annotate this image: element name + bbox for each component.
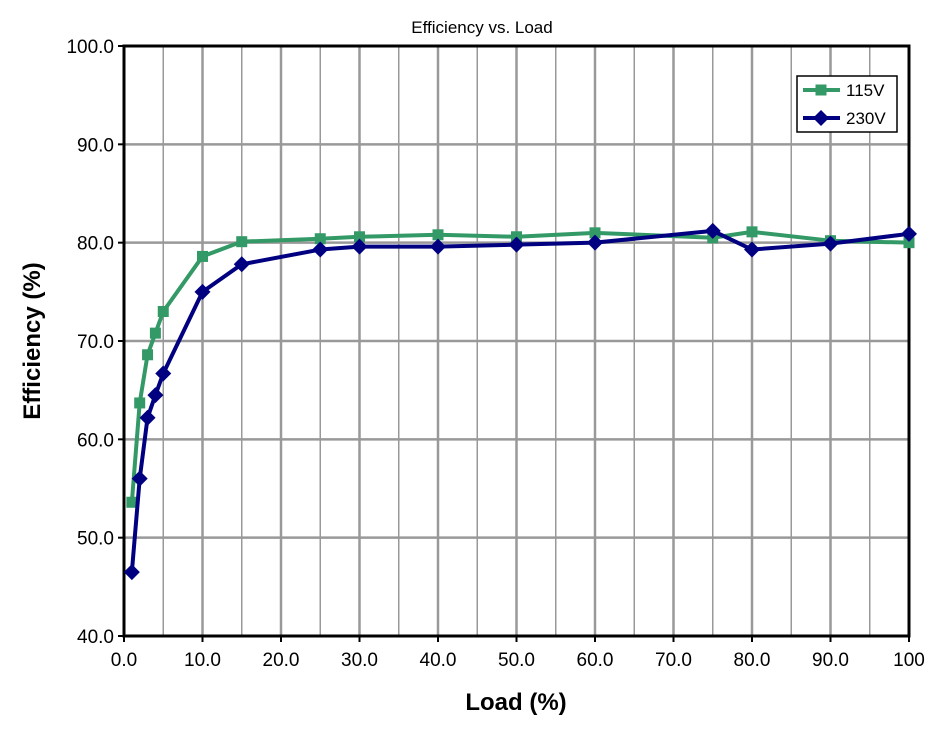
y-tick-label: 40.0 — [77, 627, 114, 648]
square-marker — [197, 250, 208, 262]
square-marker — [432, 229, 444, 241]
y-tick-label: 50.0 — [77, 529, 114, 550]
y-tick-label: 70.0 — [77, 332, 114, 353]
legend: 115V 230V — [796, 75, 898, 133]
series-group — [123, 222, 917, 581]
legend-item: 115V — [803, 81, 885, 100]
diamond-marker — [351, 238, 368, 255]
x-tick-label: 90.0 — [812, 650, 849, 671]
diamond-marker — [312, 241, 329, 258]
y-axis-label: Efficiency (%) — [19, 262, 46, 419]
y-tick-label: 80.0 — [77, 234, 114, 255]
diamond-marker — [813, 110, 829, 126]
x-tick-label: 10.0 — [184, 650, 221, 671]
x-tick-label: 70.0 — [655, 650, 692, 671]
series-line — [129, 229, 910, 503]
x-tick-label: 20.0 — [263, 650, 300, 671]
diamond-marker — [587, 234, 603, 251]
y-tick-label: 60.0 — [77, 430, 114, 451]
y-tick-label: 90.0 — [77, 135, 114, 156]
square-marker — [142, 349, 154, 361]
square-marker — [314, 233, 326, 245]
y-tick-label: 100.0 — [66, 37, 114, 58]
diamond-marker — [194, 283, 211, 300]
x-tick-label: 0.0 — [111, 650, 137, 671]
diamond-marker — [744, 241, 760, 258]
series-line — [129, 228, 910, 573]
square-marker — [815, 84, 827, 96]
diamond-marker — [901, 225, 917, 242]
x-tick-label: 80.0 — [734, 650, 771, 671]
diamond-marker — [233, 256, 250, 273]
grid — [124, 46, 909, 636]
legend-item: 230V — [803, 109, 886, 128]
square-marker — [157, 306, 169, 317]
axes: 0.0 10.0 20.0 30.0 40.0 50.0 60.0 70.0 80.0 90.0 1… — [66, 37, 924, 671]
legend-label: 115V — [846, 81, 885, 100]
chart-title: Efficiency vs. Load — [411, 18, 552, 37]
series-230V — [123, 222, 917, 581]
diamond-marker — [139, 409, 156, 426]
diamond-marker — [430, 238, 446, 255]
x-tick-label: 100 — [893, 650, 925, 671]
square-marker — [589, 227, 601, 239]
x-axis-label: Load (%) — [465, 689, 566, 716]
square-marker — [903, 237, 915, 249]
x-tick-label: 50.0 — [498, 650, 535, 671]
square-marker — [236, 236, 248, 248]
square-marker — [354, 231, 365, 243]
square-marker — [134, 397, 146, 409]
diamond-marker — [147, 387, 164, 404]
diamond-marker — [155, 365, 172, 382]
square-marker — [746, 226, 758, 238]
square-marker — [149, 327, 161, 339]
x-tick-label: 40.0 — [420, 650, 457, 671]
square-marker — [126, 496, 138, 508]
diamond-marker — [822, 235, 839, 252]
legend-label: 230V — [846, 109, 886, 128]
diamond-marker — [123, 564, 140, 581]
diamond-marker — [131, 470, 148, 487]
diamond-marker — [508, 236, 525, 253]
x-tick-label: 30.0 — [341, 650, 378, 671]
diamond-marker — [704, 222, 721, 239]
x-tick-label: 60.0 — [577, 650, 614, 671]
